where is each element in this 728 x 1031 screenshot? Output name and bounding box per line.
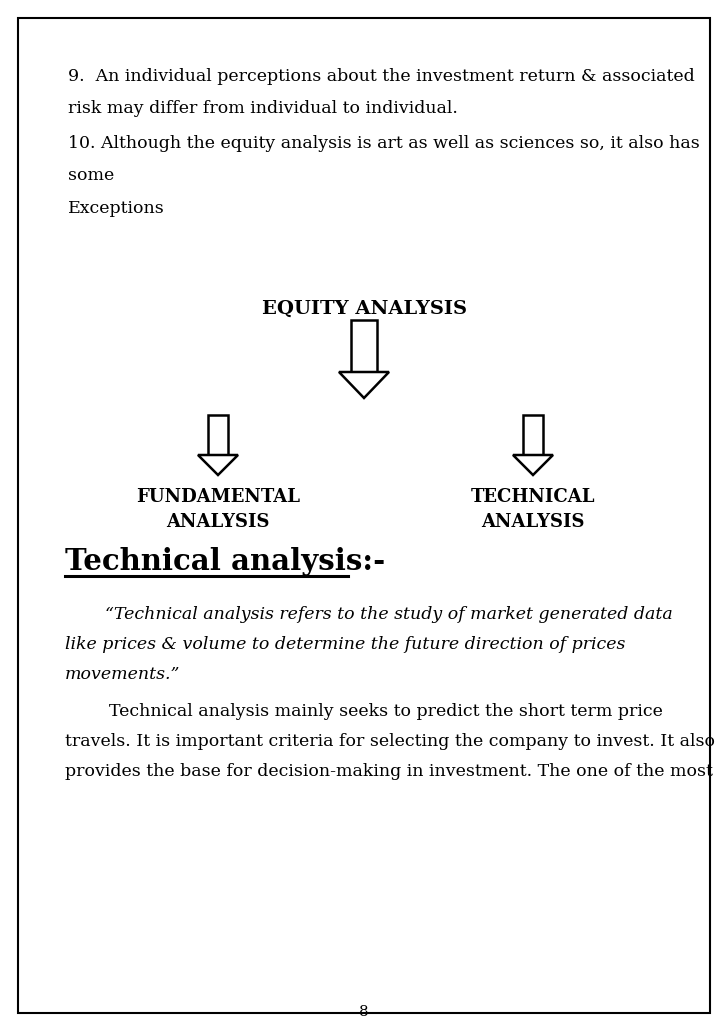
Text: Technical analysis mainly seeks to predict the short term price: Technical analysis mainly seeks to predi… [65,703,663,720]
Text: risk may differ from individual to individual.: risk may differ from individual to indiv… [68,100,458,117]
Polygon shape [513,455,553,475]
Bar [351,320,377,372]
Text: movements.”: movements.” [65,666,181,683]
Text: “Technical analysis refers to the study of market generated data: “Technical analysis refers to the study … [105,606,673,623]
Bar [523,415,543,455]
Bar [208,415,228,455]
Polygon shape [198,455,238,475]
Polygon shape [339,372,389,398]
Text: travels. It is important criteria for selecting the company to invest. It also: travels. It is important criteria for se… [65,733,715,750]
Text: like prices & volume to determine the future direction of prices: like prices & volume to determine the fu… [65,636,625,653]
Text: EQUITY ANALYSIS: EQUITY ANALYSIS [261,300,467,318]
Text: ANALYSIS: ANALYSIS [481,513,585,531]
Text: TECHNICAL: TECHNICAL [471,488,596,506]
Text: some: some [68,167,114,184]
Text: Exceptions: Exceptions [68,200,165,217]
Text: Technical analysis:-: Technical analysis:- [65,547,385,576]
Text: provides the base for decision-making in investment. The one of the most: provides the base for decision-making in… [65,763,713,780]
Text: 8: 8 [359,1005,369,1019]
Text: 10. Although the equity analysis is art as well as sciences so, it also has: 10. Although the equity analysis is art … [68,135,700,152]
Text: FUNDAMENTAL: FUNDAMENTAL [136,488,300,506]
Text: 9.  An individual perceptions about the investment return & associated: 9. An individual perceptions about the i… [68,68,695,85]
Text: ANALYSIS: ANALYSIS [166,513,270,531]
